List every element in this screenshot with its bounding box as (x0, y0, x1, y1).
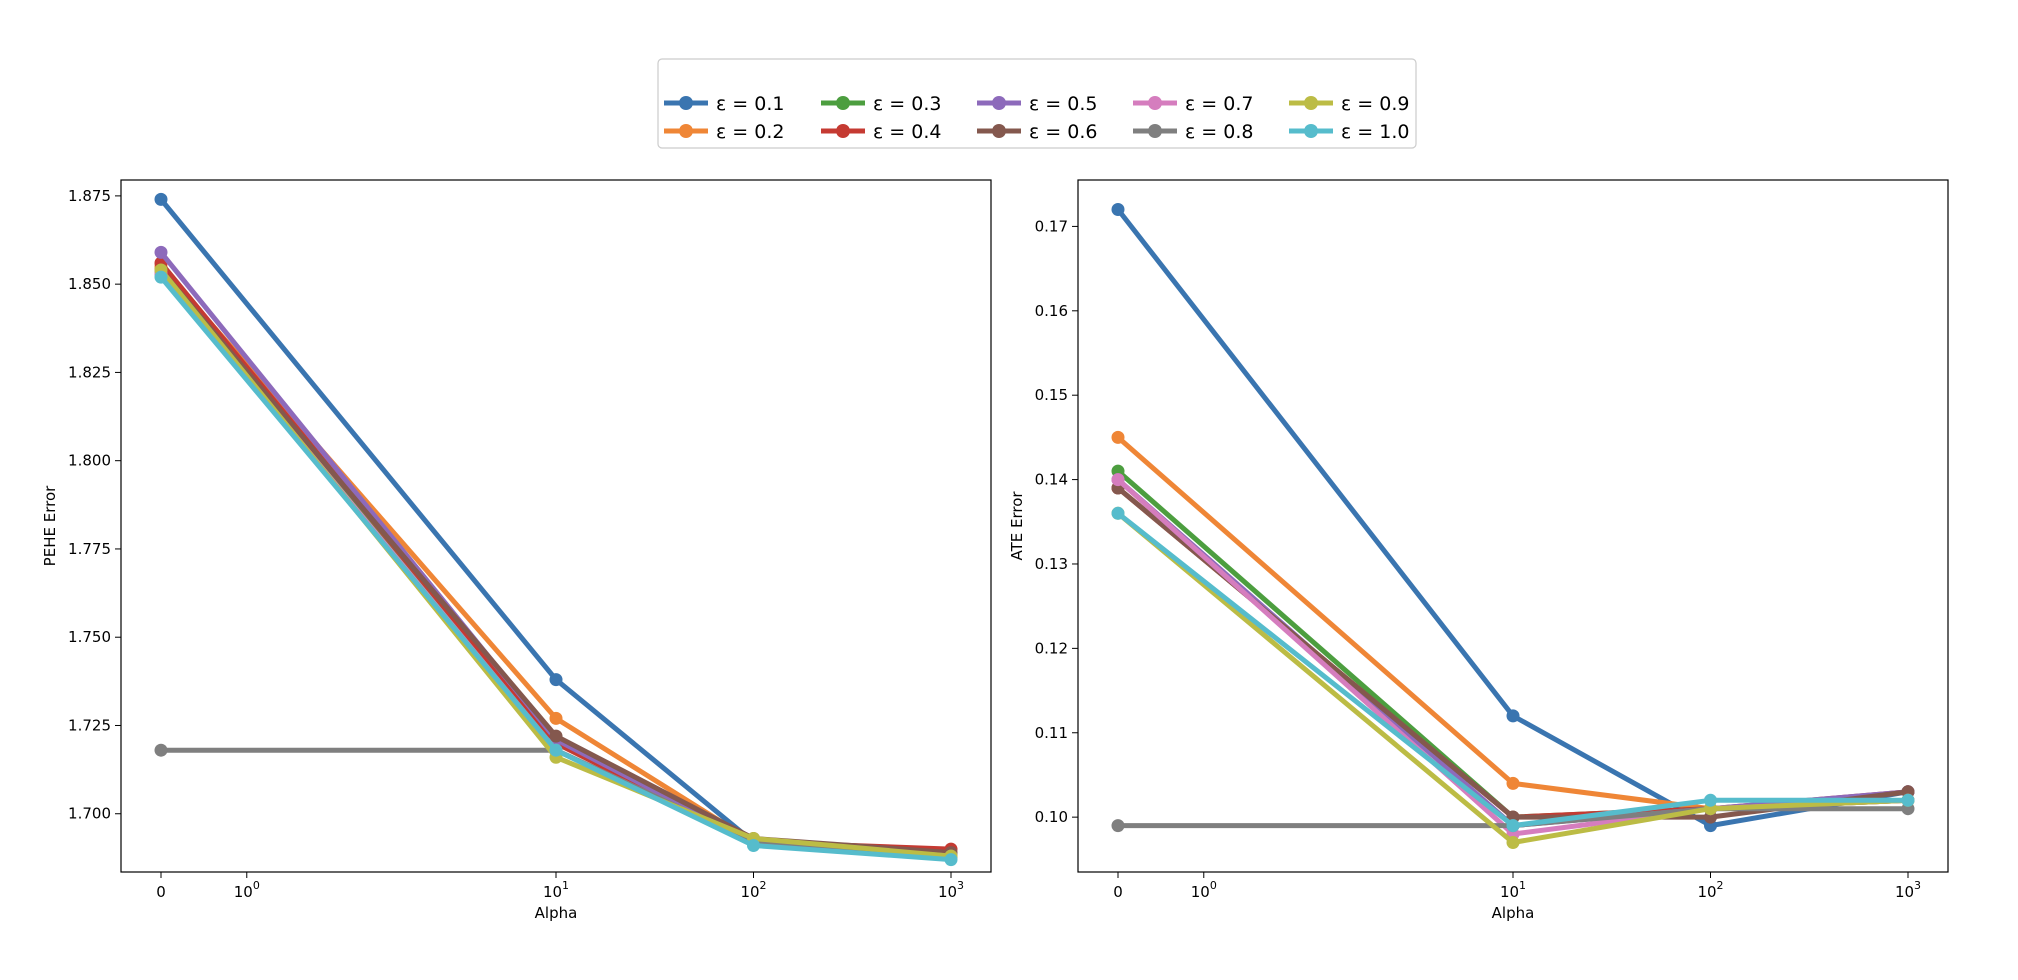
ate-y-tick-label: 0.14 (1035, 471, 1068, 489)
ate-data-point (1111, 506, 1125, 520)
pehe-data-point (747, 839, 760, 852)
legend-item-eps-0-4: ε = 0.4 (821, 121, 942, 143)
legend-swatch-marker (1304, 124, 1318, 138)
legend-label: ε = 0.2 (716, 121, 785, 143)
legend-swatch-marker (836, 96, 850, 110)
ate-data-point (1111, 203, 1125, 216)
ate-y-axis-label: ATE Error (1008, 491, 1026, 561)
ate-x-tick-label: 103 (1895, 879, 1921, 901)
ate-y-tick-label: 0.11 (1035, 724, 1068, 742)
pehe-x-tick-label: 102 (740, 879, 766, 901)
legend-swatch-marker (836, 124, 850, 138)
legend-item-eps-0-2: ε = 0.2 (664, 121, 785, 143)
pehe-y-tick-label: 1.875 (68, 187, 111, 205)
ate-data-point (1111, 430, 1125, 444)
ate-x-tick-label: 0 (1113, 883, 1123, 901)
ate-y-tick-label: 0.17 (1035, 217, 1068, 235)
legend-item-eps-1-0: ε = 1.0 (1289, 121, 1410, 143)
ate-y-tick-label: 0.16 (1035, 302, 1068, 320)
pehe-x-tick-label: 103 (938, 879, 964, 901)
pehe-y-tick-label: 1.775 (68, 540, 111, 558)
pehe-x-tick-label: 0 (156, 883, 166, 901)
pehe-data-point (944, 853, 958, 867)
pehe-y-tick-label: 1.725 (68, 716, 111, 734)
ate-panel: 0 100 101 102 103 0.10 0.11 0.12 0.13 0.14 0.15 0.1… (1008, 179, 1949, 922)
legend-label: ε = 0.4 (873, 121, 942, 143)
pehe-y-axis-label: PEHE Error (41, 485, 59, 566)
legend-label: ε = 0.7 (1185, 93, 1254, 115)
legend-item-eps-0-7: ε = 0.7 (1133, 93, 1254, 115)
pehe-data-point (154, 192, 168, 206)
ate-data-point (1111, 819, 1125, 833)
legend-item-eps-0-1: ε = 0.1 (664, 93, 785, 115)
ate-y-tick-label: 0.15 (1035, 386, 1068, 404)
legend-swatch-marker (1304, 96, 1318, 110)
legend-swatch-marker (1148, 124, 1162, 138)
pehe-axes-frame (120, 179, 992, 873)
ate-series-eps-1-0 (1111, 506, 1915, 833)
legend-label: ε = 0.5 (1029, 93, 1098, 115)
legend-label: ε = 0.6 (1029, 121, 1098, 143)
legend-swatch-marker (1148, 96, 1162, 110)
ate-series-line (1115, 806, 1911, 829)
ate-x-axis-label: Alpha (1492, 904, 1535, 922)
legend-swatch-marker (992, 96, 1006, 110)
legend-swatch-marker (992, 124, 1006, 138)
ate-y-tick-label: 0.13 (1035, 555, 1068, 573)
ate-data-point (1506, 819, 1520, 833)
pehe-data-point (549, 673, 563, 687)
pehe-y-tick-label: 1.825 (68, 363, 111, 381)
pehe-x-axis-label: Alpha (535, 904, 578, 922)
pehe-data-point (154, 245, 168, 259)
ate-y-tick-label: 0.12 (1035, 639, 1068, 657)
ate-data-point (1506, 776, 1520, 790)
ate-data-point (1111, 473, 1125, 487)
pehe-y-tick-label: 1.700 (68, 805, 111, 823)
ate-x-tick-label: 102 (1697, 879, 1723, 901)
legend-label: ε = 0.9 (1341, 93, 1410, 115)
ate-x-tick-label: 100 (1191, 879, 1217, 901)
legend-label: ε = 1.0 (1341, 121, 1410, 143)
pehe-data-point (154, 270, 168, 284)
pehe-data-point (549, 743, 563, 757)
pehe-y-tick-label: 1.800 (68, 452, 111, 470)
pehe-x-tick-label: 100 (234, 879, 260, 901)
ate-axes-frame (1077, 179, 1949, 873)
ate-x-tick-label: 101 (1500, 879, 1526, 901)
ate-series-line (1115, 510, 1911, 845)
pehe-data-point (549, 711, 563, 725)
pehe-data-point (154, 743, 168, 757)
legend-swatch-marker (679, 124, 693, 138)
pehe-y-tick-label: 1.750 (68, 628, 111, 646)
legend-item-eps-0-5: ε = 0.5 (977, 93, 1098, 115)
legend-item-eps-0-9: ε = 0.9 (1289, 93, 1410, 115)
legend-label: ε = 0.1 (716, 93, 785, 115)
pehe-panel: 0 100 101 102 103 1.700 1.725 1.750 1.775 1.800 1.… (41, 179, 992, 922)
pehe-y-tick-label: 1.850 (68, 275, 111, 293)
legend-swatch-marker (679, 96, 693, 110)
ate-y-tick-label: 0.10 (1035, 808, 1068, 826)
pehe-series-line (158, 274, 954, 863)
ate-data-point (1704, 793, 1717, 807)
legend-label: ε = 0.3 (873, 93, 942, 115)
ate-data-point (1506, 709, 1520, 723)
legend-label: ε = 0.8 (1185, 121, 1254, 143)
legend-item-eps-0-8: ε = 0.8 (1133, 121, 1254, 143)
legend-item-eps-0-3: ε = 0.3 (821, 93, 942, 115)
ate-data-point (1901, 793, 1915, 807)
legend-item-eps-0-6: ε = 0.6 (977, 121, 1098, 143)
pehe-data-point (549, 729, 563, 743)
ate-data-point (1506, 836, 1520, 849)
pehe-series-eps-1-0 (154, 270, 958, 867)
pehe-x-tick-label: 101 (543, 879, 569, 901)
legend: ε = 0.1 ε = 0.2 ε = 0.3 ε = 0.4 ε = 0.5 ε = 0… (657, 58, 1417, 149)
ate-series-line (1115, 510, 1911, 829)
